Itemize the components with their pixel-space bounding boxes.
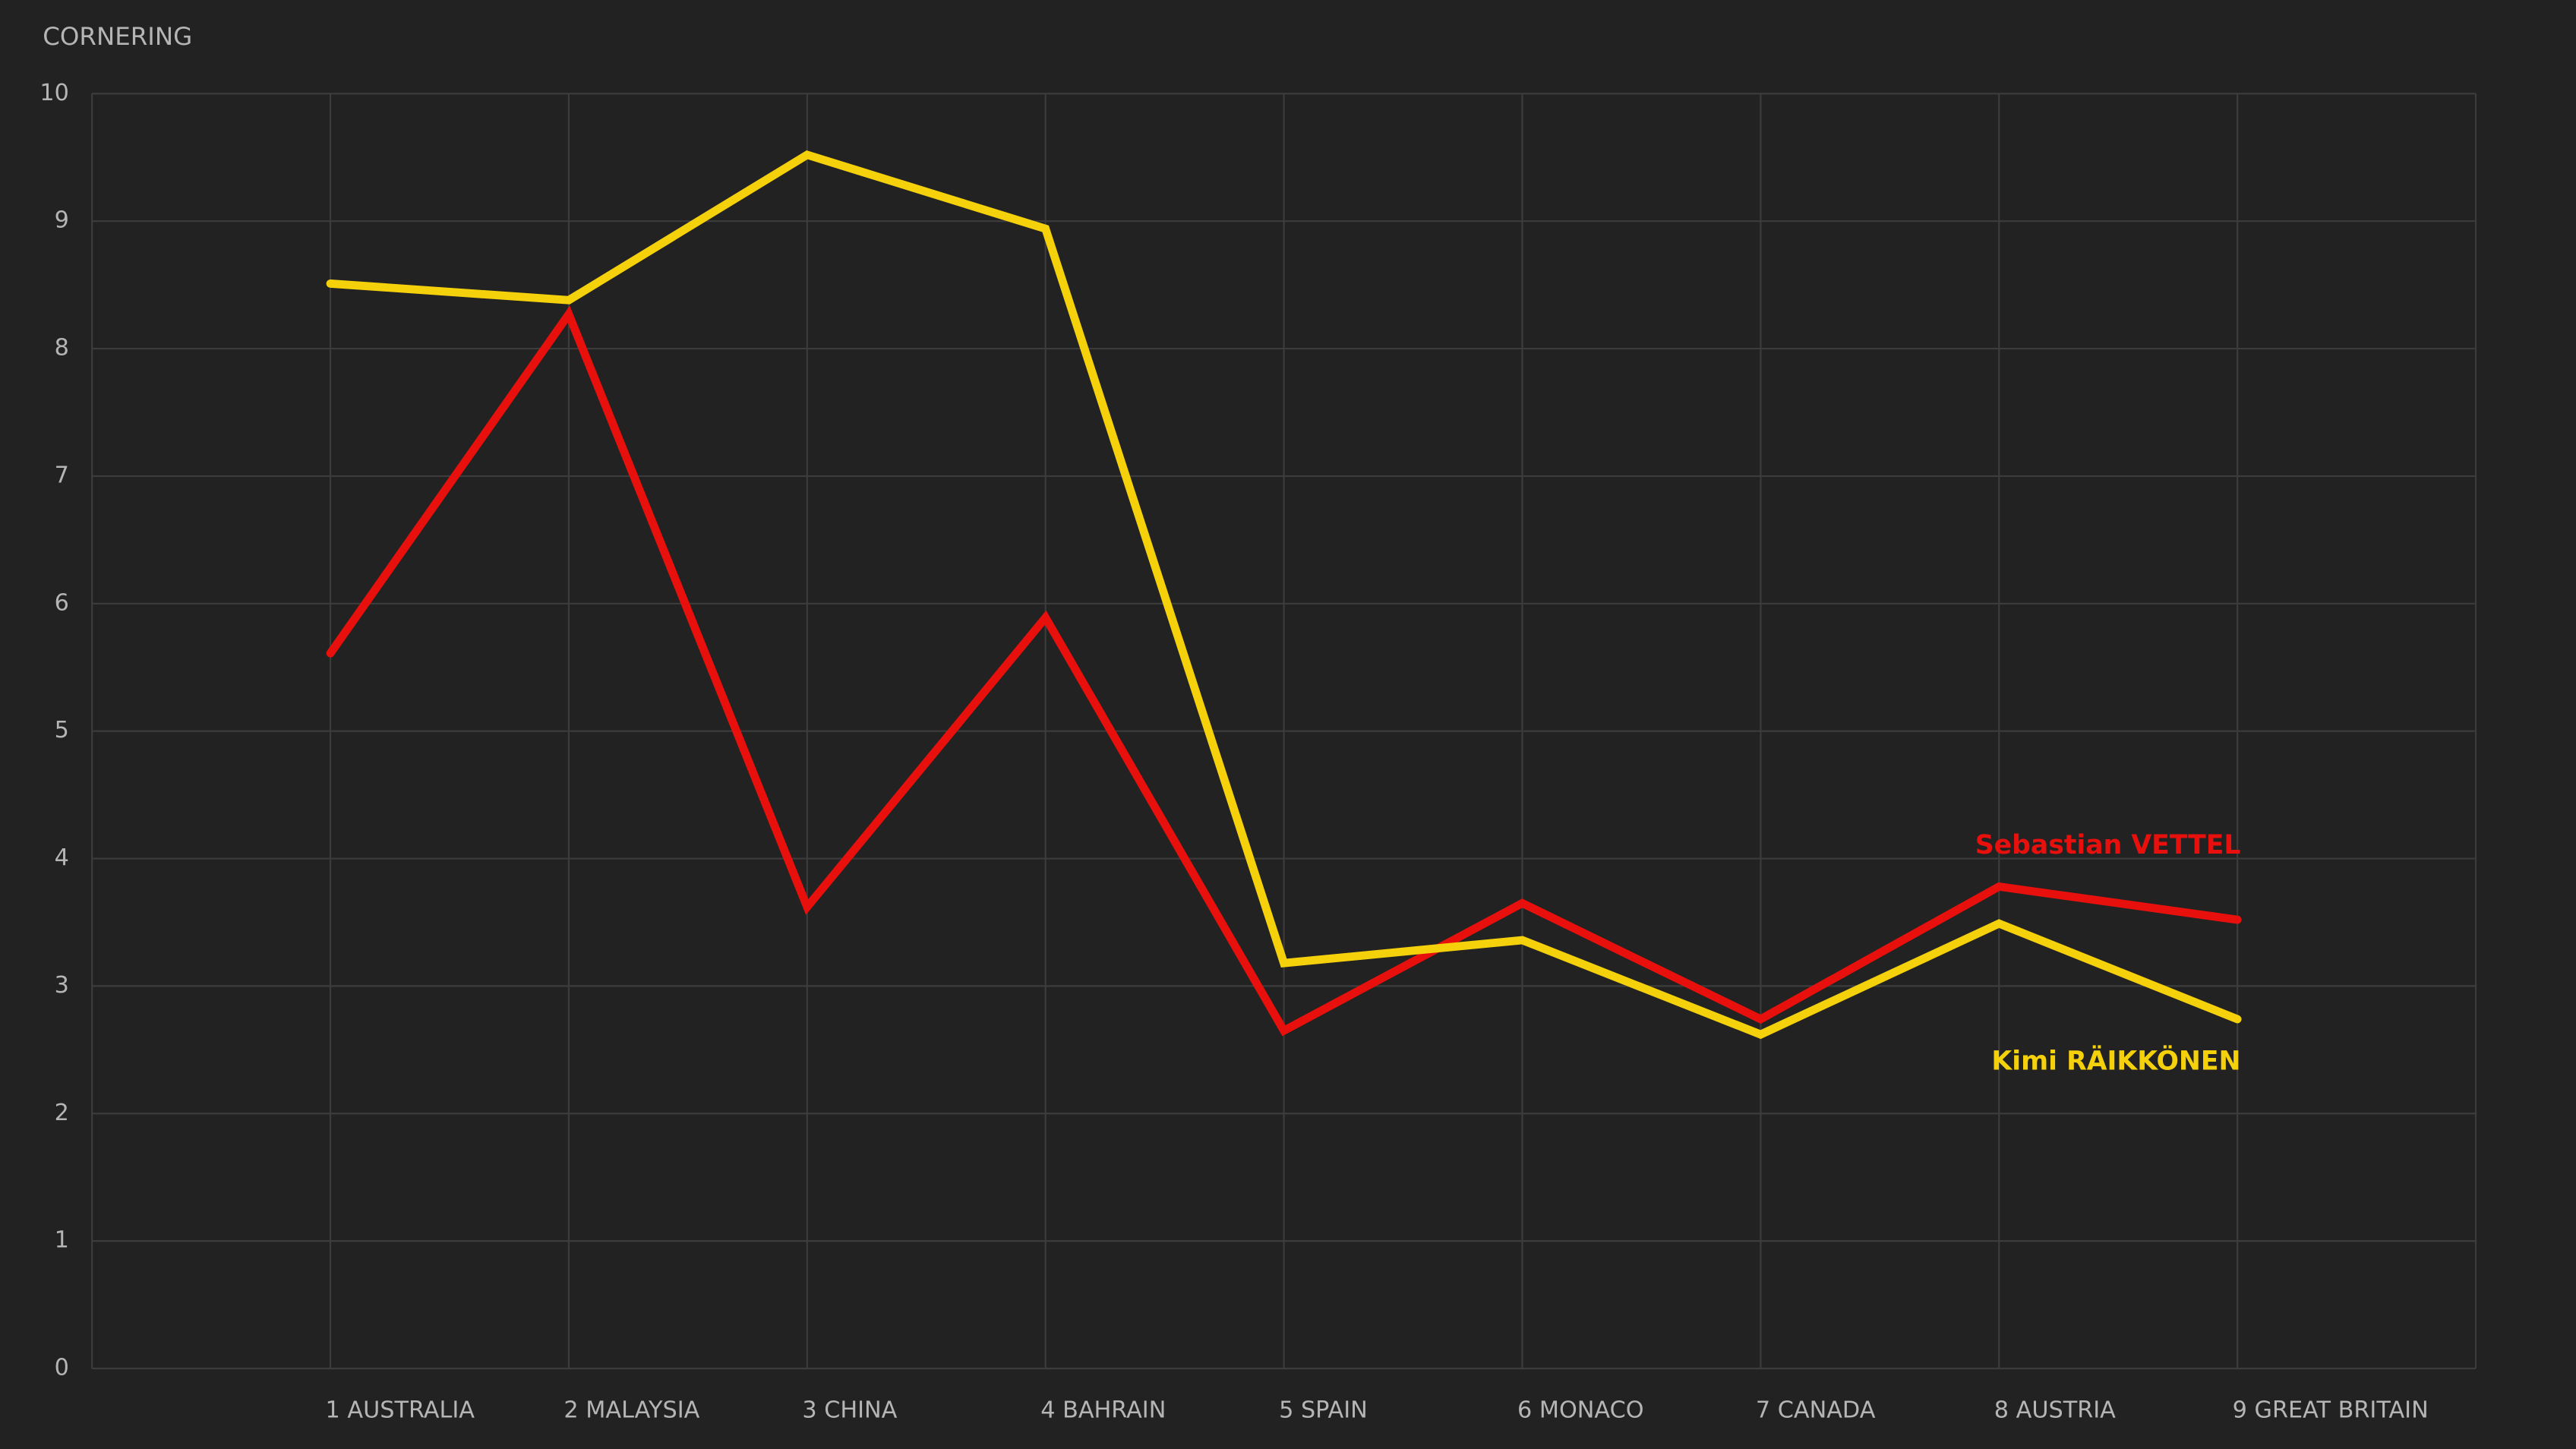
y-tick-label: 10: [39, 80, 69, 106]
y-tick-label: 2: [55, 1100, 69, 1126]
y-tick-label: 5: [55, 717, 69, 743]
series-label: Kimi RÄIKKÖNEN: [1991, 1044, 2240, 1076]
x-tick-label: 5 SPAIN: [1279, 1397, 1368, 1424]
x-tick-label: 4 BAHRAIN: [1040, 1397, 1166, 1424]
y-tick-label: 0: [55, 1355, 69, 1381]
series-line: [326, 305, 2242, 1037]
series-line: [326, 150, 2242, 1040]
y-tick-label: 4: [55, 844, 69, 871]
x-tick-label: 2 MALAYSIA: [564, 1397, 699, 1424]
x-tick-label: 3 CHINA: [802, 1397, 897, 1424]
x-tick-label: 1 AUSTRALIA: [326, 1397, 475, 1424]
y-tick-label: 7: [55, 462, 69, 488]
x-tick-label: 8 AUSTRIA: [1994, 1397, 2116, 1424]
series-label: Sebastian VETTEL: [1975, 830, 2241, 860]
y-tick-label: 9: [55, 207, 69, 234]
x-tick-label: 9 GREAT BRITAIN: [2233, 1397, 2429, 1424]
y-tick-label: 1: [55, 1227, 69, 1254]
y-tick-label: 6: [55, 589, 69, 616]
chart-title: CORNERING: [43, 22, 192, 51]
y-tick-label: 8: [55, 335, 69, 361]
x-tick-label: 6 MONACO: [1517, 1397, 1644, 1424]
x-tick-label: 7 CANADA: [1756, 1397, 1876, 1424]
y-tick-label: 3: [55, 972, 69, 999]
